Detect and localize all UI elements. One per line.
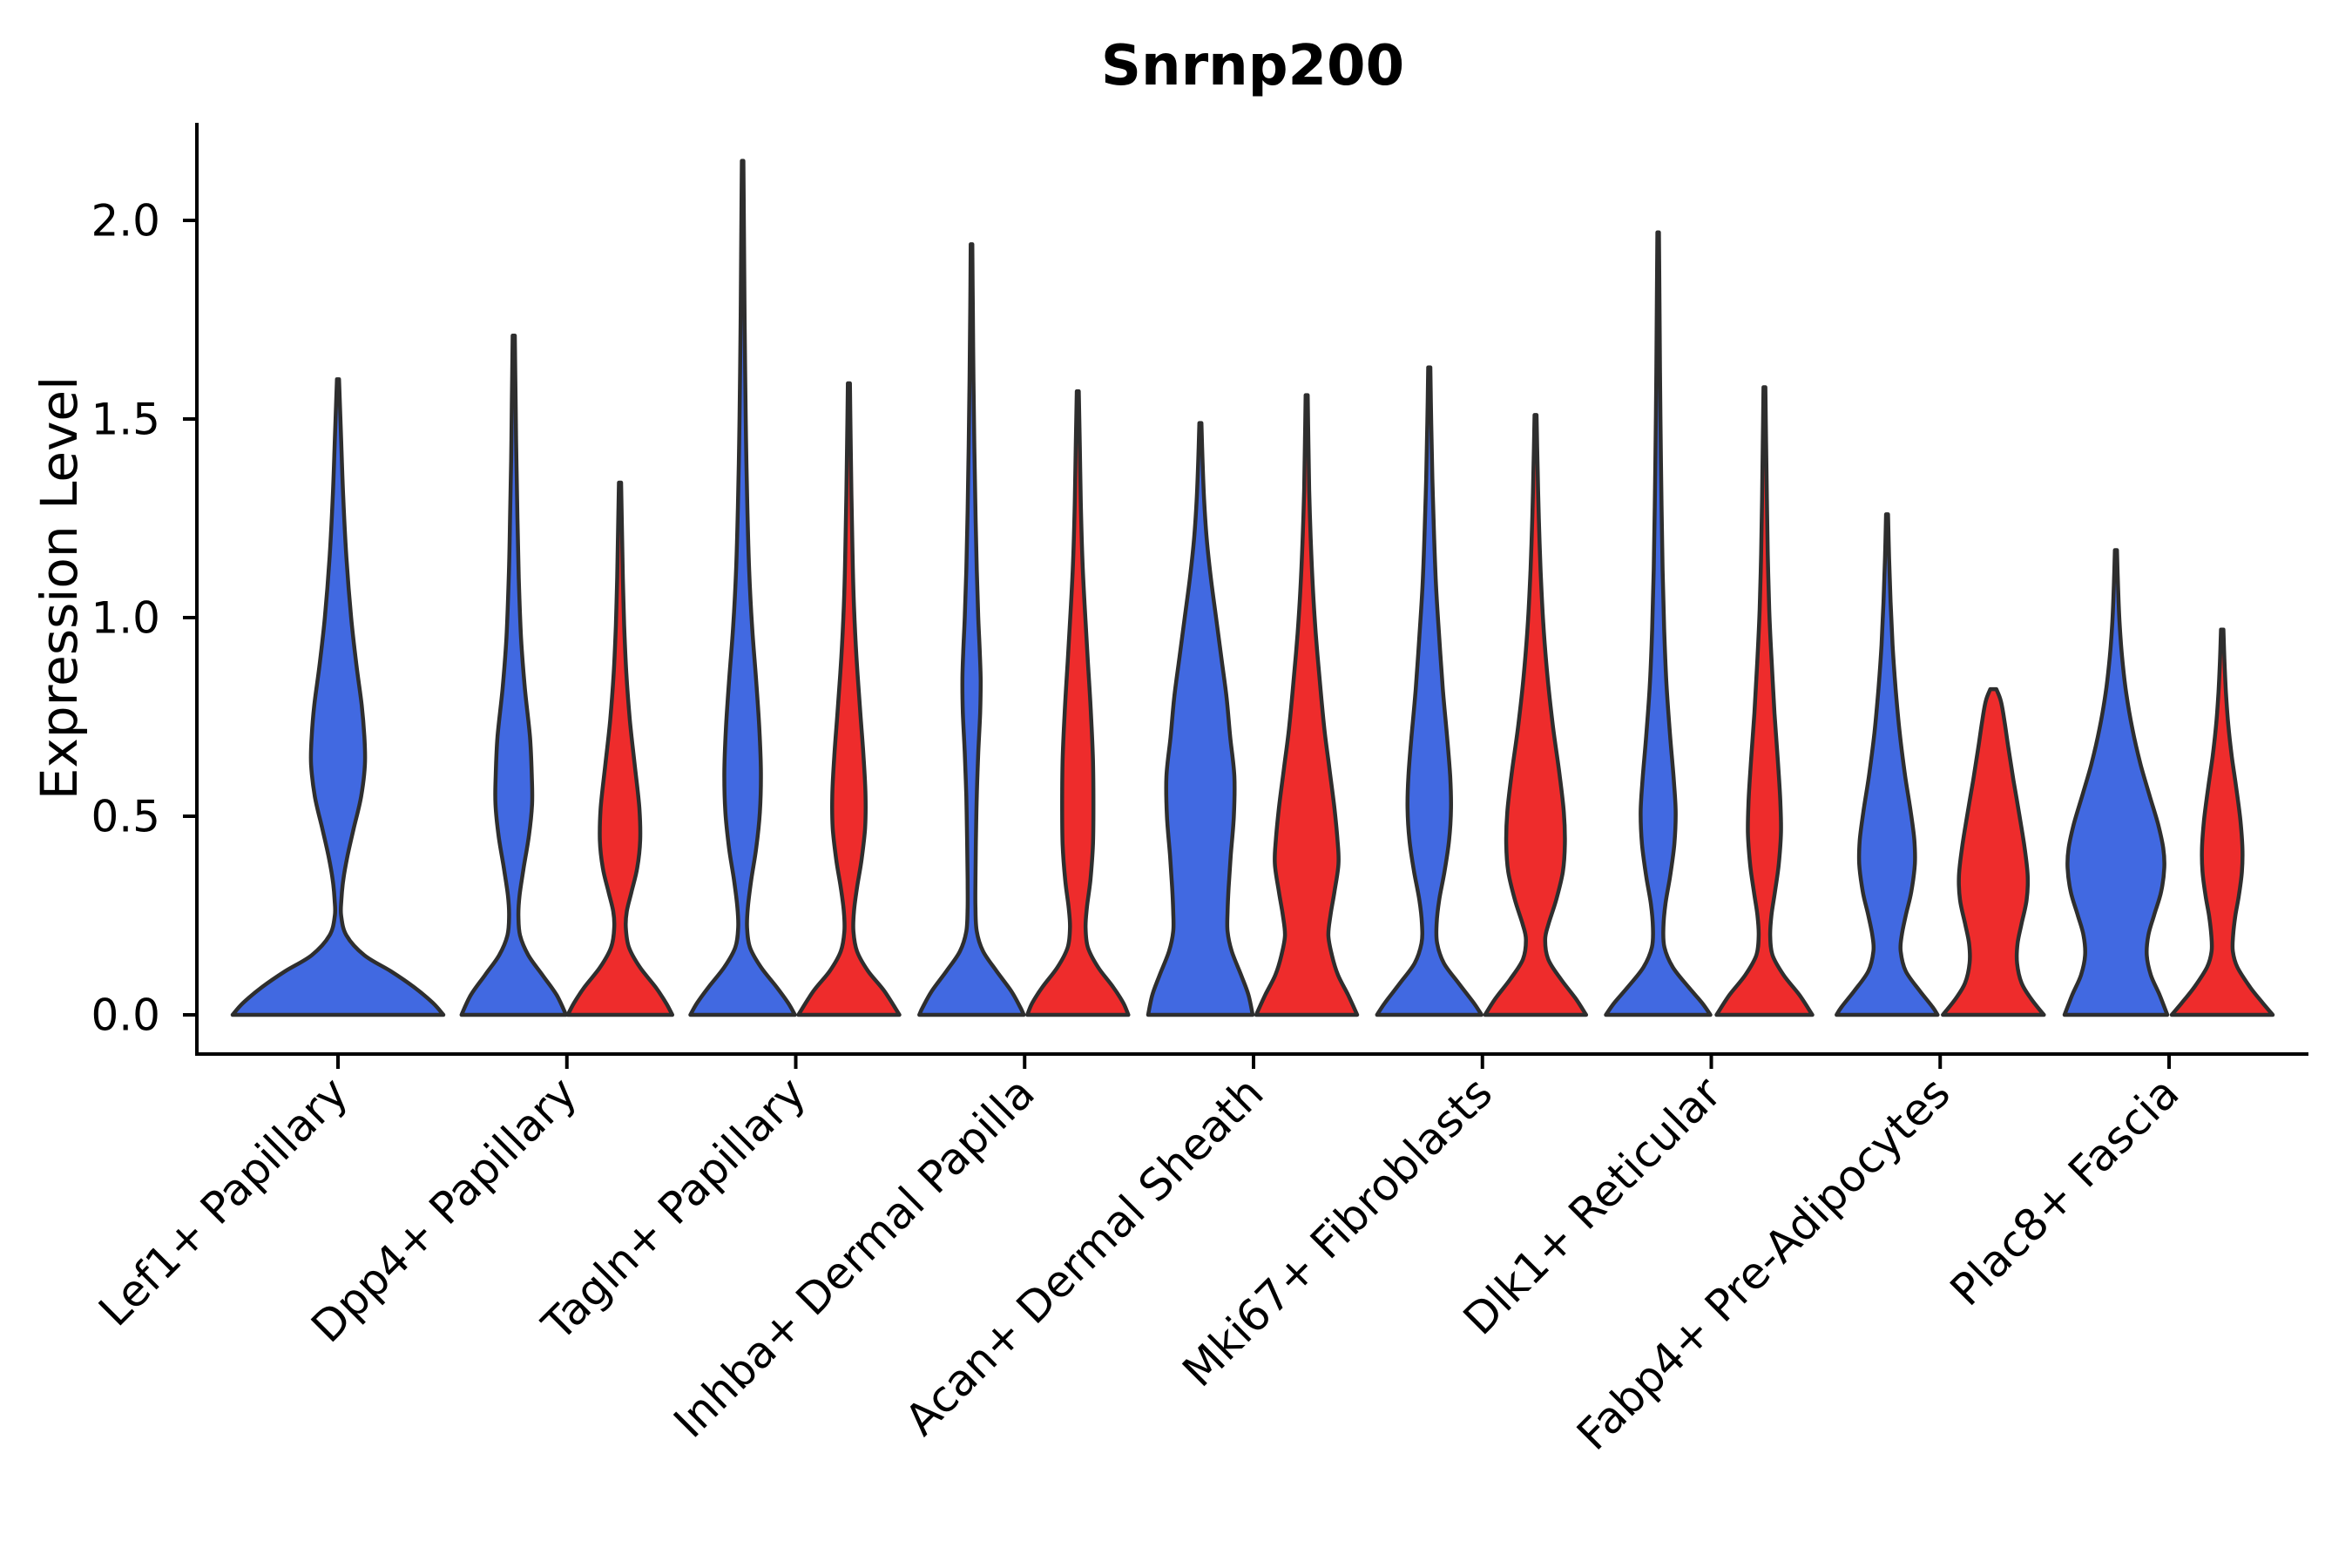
violin-plac8-fascia-blue xyxy=(2062,548,2170,1017)
violin-tagln-papillary-red xyxy=(796,381,902,1017)
violin-mki67-fibroblasts-blue xyxy=(1375,365,1484,1017)
violin-dpp4-papillary-blue xyxy=(459,333,569,1017)
y-tick-label: 2.0 xyxy=(91,196,160,247)
violin-acan-dermal-sheath-blue xyxy=(1146,421,1255,1017)
x-axis-category-label: Lef1+ Papillary xyxy=(89,1067,357,1335)
y-axis-ticks: 0.0 0.5 1.0 1.5 2.0 xyxy=(91,196,197,1041)
violin-acan-dermal-sheath-red xyxy=(1254,393,1360,1017)
x-axis-category-label: Fabp4+ Pre-Adipocytes xyxy=(1567,1067,1960,1460)
y-tick-label: 1.0 xyxy=(91,593,160,644)
x-axis-category-label: Inhba+ Dermal Papilla xyxy=(664,1067,1044,1447)
violin-dlk1-reticular-red xyxy=(1714,385,1815,1017)
violin-fabp4-pre-adipocytes-red xyxy=(1941,686,2046,1017)
chart-title: Snrnp200 xyxy=(1101,34,1404,98)
violin-lef1-papillary-blue xyxy=(230,377,446,1017)
violin-dpp4-papillary-red xyxy=(565,480,675,1017)
x-axis-category-label: Plac8+ Fascia xyxy=(1941,1067,2189,1315)
violin-inhba-dermal-papilla-red xyxy=(1025,389,1131,1017)
violin-mki67-fibroblasts-red xyxy=(1483,413,1589,1017)
y-tick-label: 0.0 xyxy=(91,990,160,1041)
y-axis-label: Expression Level xyxy=(30,376,89,800)
violin-dlk1-reticular-blue xyxy=(1604,230,1713,1017)
violin-fabp4-pre-adipocytes-blue xyxy=(1835,512,1940,1017)
y-tick-label: 0.5 xyxy=(91,792,160,842)
violin-plac8-fascia-red xyxy=(2169,627,2275,1017)
violin-inhba-dermal-papilla-blue xyxy=(917,242,1026,1017)
y-tick-label: 1.5 xyxy=(91,395,160,445)
violin-tagln-papillary-blue xyxy=(688,159,797,1017)
violins-layer xyxy=(230,159,2275,1017)
